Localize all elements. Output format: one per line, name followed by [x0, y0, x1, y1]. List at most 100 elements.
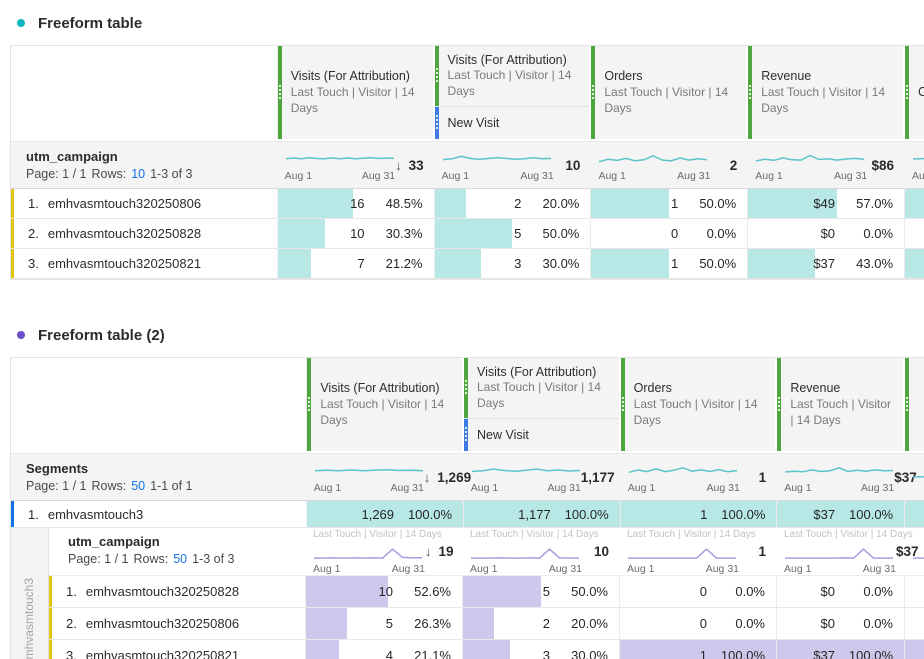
sparkline: [442, 155, 551, 160]
dimension-cell[interactable]: 1. emhvasmtouch320250806: [11, 189, 278, 218]
metric-cell[interactable]: 7 21.2%: [277, 249, 435, 278]
sparkline: [599, 154, 708, 162]
dimension-header: utm_campaign Page: 1 / 1 Rows: 10 1-3 of…: [11, 142, 278, 188]
metric-cell[interactable]: $37 100.0%: [777, 640, 905, 659]
column-header-orders[interactable]: Orders Last Touch | Visitor | 14 Days: [620, 358, 778, 451]
metric-cell[interactable]: 3 30.0%: [463, 640, 620, 659]
bar-fill: [463, 608, 495, 639]
metric-cell[interactable]: 5 26.3%: [306, 608, 463, 639]
bar-fill: [277, 219, 325, 248]
metric-cell[interactable]: 4 21.1%: [306, 640, 463, 659]
dimension-accent-bar: [49, 608, 52, 639]
metric-cell[interactable]: 16 48.5%: [277, 189, 435, 218]
metric-cell[interactable]: 1 50.0%: [591, 189, 749, 218]
metric-cell[interactable]: 10 52.6%: [306, 576, 463, 607]
column-header-partial[interactable]: [905, 358, 924, 451]
metric-accent-bar: [434, 46, 439, 106]
metric-cell[interactable]: 1,269 100.0%: [307, 501, 465, 527]
sparkline: [471, 467, 580, 472]
metric-cell[interactable]: $0 0.0%: [748, 219, 906, 248]
dimension-header: Segments Page: 1 / 1 Rows: 50 1-1 of 1: [11, 454, 307, 500]
sparkline: [756, 154, 865, 162]
metric-cell[interactable]: $37 43.0%: [748, 249, 906, 278]
sparkline: [785, 547, 893, 559]
column-header-visits-newvisit[interactable]: Visits (For Attribution) Last Touch | Vi…: [464, 358, 621, 451]
freeform-table-2: Visits (For Attribution) Last Touch | Vi…: [10, 357, 924, 659]
rows-per-page-link[interactable]: 50: [131, 479, 146, 493]
metric-cell[interactable]: 5 50.0%: [434, 219, 592, 248]
segment-header-new-visit[interactable]: New Visit: [434, 106, 590, 139]
column-header-revenue[interactable]: Revenue Last Touch | Visitor | 14 Days: [748, 46, 906, 139]
metric-cell[interactable]: 10 30.3%: [277, 219, 435, 248]
bar-fill: [277, 189, 354, 218]
metric-cell[interactable]: [905, 640, 924, 659]
dimension-cell[interactable]: 3. emhvasmtouch320250821: [11, 249, 278, 278]
column-header-visits[interactable]: Visits (For Attribution) Last Touch | Vi…: [307, 358, 464, 451]
total-cell-revenue: Aug 1 Aug 31 $37: [777, 454, 917, 500]
dimension-cell[interactable]: 3. emhvasmtouch320250821: [49, 640, 306, 659]
metric-cell[interactable]: 1 100.0%: [620, 640, 777, 659]
bar-fill: [434, 249, 482, 278]
freeform-table-1: Visits (For Attribution) Last Touch | Vi…: [10, 45, 924, 280]
dimension-accent-bar: [49, 640, 52, 659]
metric-cell[interactable]: [905, 501, 924, 527]
bar-fill: [620, 501, 777, 527]
column-header-visits-newvisit[interactable]: Visits (For Attribution) Last Touch | Vi…: [434, 46, 592, 139]
page-title-2[interactable]: Freeform table (2): [38, 326, 165, 344]
total-cell-new-visit: Aug 1 Aug 31 10: [435, 142, 592, 188]
column-header-orders[interactable]: Orders Last Touch | Visitor | 14 Days: [591, 46, 749, 139]
nested-dimension-totals-row: utm_campaign Page: 1 / 1 Rows: 50 1-3 of…: [49, 528, 924, 576]
rows-per-page-link[interactable]: 10: [131, 167, 146, 181]
bar-fill: [463, 640, 510, 659]
metric-cell[interactable]: $0 0.0%: [777, 608, 905, 639]
metric-cell[interactable]: [905, 219, 924, 248]
metric-cell[interactable]: [905, 189, 924, 218]
metric-cell[interactable]: 2 20.0%: [463, 608, 620, 639]
segment-accent-bar: [11, 501, 14, 527]
segment-dimension-cell[interactable]: 1. emhvasmtouch3: [11, 501, 308, 527]
metric-cell[interactable]: $0 0.0%: [777, 576, 905, 607]
sparkline: [628, 466, 737, 473]
metric-cell[interactable]: 0 0.0%: [620, 576, 777, 607]
dimension-cell[interactable]: 2. emhvasmtouch320250828: [11, 219, 278, 248]
bar-fill: [905, 501, 924, 527]
metric-cell[interactable]: 3 30.0%: [434, 249, 592, 278]
metric-cell[interactable]: 1 50.0%: [591, 249, 749, 278]
corner-cell: [11, 46, 278, 139]
metric-cell[interactable]: $49 57.0%: [748, 189, 906, 218]
metric-cell[interactable]: [905, 249, 924, 278]
sort-descending-icon[interactable]: ↓: [423, 469, 431, 485]
dimension-cell[interactable]: 1. emhvasmtouch320250828: [49, 576, 306, 607]
rows-per-page-link[interactable]: 50: [173, 552, 188, 566]
attribution-mini-label: Last Touch | Visitor | 14 Days: [470, 528, 599, 540]
metric-cell[interactable]: 0 0.0%: [591, 219, 749, 248]
column-header-revenue[interactable]: Revenue Last Touch | Visitor | 14 Days: [777, 358, 906, 451]
sparkline: [471, 547, 579, 559]
attribution-mini-label: Last Touch | Visitor | 14 Days: [784, 528, 913, 540]
sort-descending-icon[interactable]: ↓: [425, 544, 432, 559]
metric-cell[interactable]: [905, 576, 924, 607]
metric-cell[interactable]: $37 100.0%: [777, 501, 906, 527]
total-cell-new-visit: Aug 1 Aug 31 1,177: [464, 454, 621, 500]
total-cell-revenue: Last Touch | Visitor | 14 Days Aug 1 Aug …: [784, 528, 919, 575]
metric-cell[interactable]: [905, 608, 924, 639]
sort-descending-icon[interactable]: ↓: [395, 157, 402, 173]
column-header-visits[interactable]: Visits (For Attribution) Last Touch | Vi…: [277, 46, 435, 139]
metric-cell[interactable]: 2 20.0%: [434, 189, 592, 218]
panel-title-1: Freeform table: [17, 10, 924, 36]
metric-cell[interactable]: 1 100.0%: [620, 501, 778, 527]
bar-fill: [307, 501, 464, 527]
dimension-cell[interactable]: 2. emhvasmtouch320250806: [49, 608, 306, 639]
sparkline: [913, 157, 924, 160]
metric-cell[interactable]: 5 50.0%: [463, 576, 620, 607]
bar-fill: [591, 249, 670, 278]
metric-cell[interactable]: 0 0.0%: [620, 608, 777, 639]
bar-fill: [464, 501, 620, 527]
segment-header-new-visit[interactable]: New Visit: [464, 418, 619, 451]
column-header-partial[interactable]: C: [905, 46, 924, 139]
page-title[interactable]: Freeform table: [38, 14, 143, 32]
metric-cell[interactable]: 1,177 100.0%: [464, 501, 621, 527]
